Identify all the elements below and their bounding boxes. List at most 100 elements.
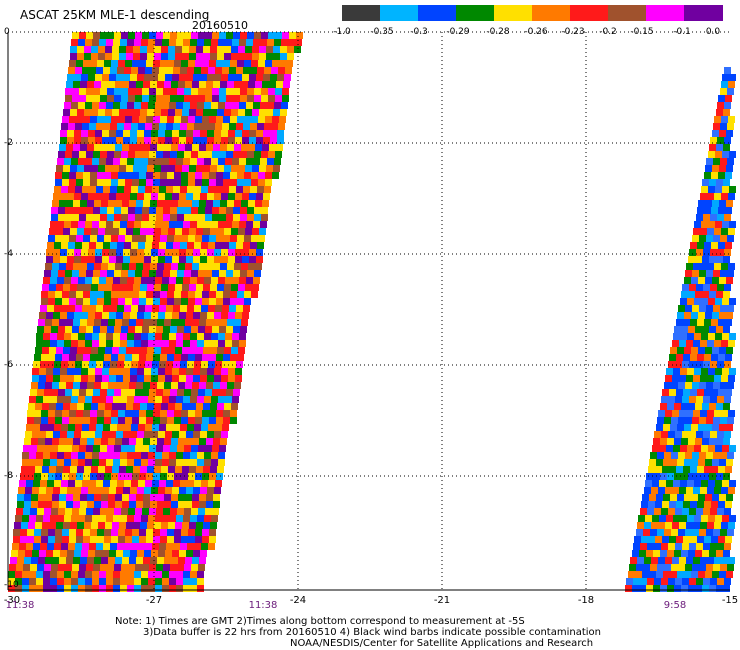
swath-cell xyxy=(667,550,674,557)
swath-cell xyxy=(109,256,116,263)
swath-cell xyxy=(175,403,182,410)
swath-cell xyxy=(683,536,690,543)
swath-cell xyxy=(278,67,285,74)
swath-cell xyxy=(102,487,109,494)
swath-cell xyxy=(153,354,160,361)
swath-cell xyxy=(91,284,98,291)
swath-cell xyxy=(44,445,51,452)
swath-cell xyxy=(197,578,204,585)
swath-cell xyxy=(241,263,248,270)
swath-cell xyxy=(253,277,260,284)
swath-cell xyxy=(82,305,89,312)
swath-cell xyxy=(104,417,111,424)
swath-cell xyxy=(137,137,144,144)
swath-cell xyxy=(696,249,703,256)
swath-cell xyxy=(251,116,258,123)
swath-cell xyxy=(63,228,70,235)
swath-cell xyxy=(233,88,240,95)
swath-cell xyxy=(106,585,113,592)
swath-cell xyxy=(194,424,201,431)
swath-cell xyxy=(53,550,60,557)
swath-cell xyxy=(26,543,33,550)
swath-cell xyxy=(708,333,715,340)
swath-cell xyxy=(209,172,216,179)
swath-cell xyxy=(96,186,103,193)
swath-cell xyxy=(119,403,126,410)
swath-cell xyxy=(242,74,249,81)
swath-cell xyxy=(45,494,52,501)
swath-cell xyxy=(59,200,66,207)
swath-cell xyxy=(226,214,233,221)
swath-cell xyxy=(129,501,136,508)
swath-cell xyxy=(61,186,68,193)
swath-cell xyxy=(40,424,47,431)
swath-cell xyxy=(230,354,237,361)
swath-cell xyxy=(720,382,727,389)
swath-cell xyxy=(84,228,91,235)
swath-cell xyxy=(254,88,261,95)
swath-cell xyxy=(72,326,79,333)
swath-cell xyxy=(105,284,112,291)
swath-cell xyxy=(656,494,663,501)
swath-cell xyxy=(45,557,52,564)
swath-cell xyxy=(116,130,123,137)
swath-cell xyxy=(230,235,237,242)
swath-cell xyxy=(59,438,66,445)
swath-cell xyxy=(115,382,122,389)
swath-cell xyxy=(100,445,107,452)
swath-cell xyxy=(85,39,92,46)
swath-cell xyxy=(110,242,117,249)
swath-cell xyxy=(693,263,700,270)
swath-cell xyxy=(722,151,729,158)
swath-cell xyxy=(693,522,700,529)
swath-cell xyxy=(185,382,192,389)
swath-cell xyxy=(712,277,719,284)
swath-cell xyxy=(76,417,83,424)
swath-cell xyxy=(726,312,733,319)
swath-cell xyxy=(148,578,155,585)
swath-cell xyxy=(159,305,166,312)
swath-cell xyxy=(105,228,112,235)
swath-cell xyxy=(125,536,132,543)
swath-cell xyxy=(698,494,705,501)
swath-cell xyxy=(73,494,80,501)
swath-cell xyxy=(145,186,152,193)
swath-cell xyxy=(84,347,91,354)
swath-cell xyxy=(123,137,130,144)
swath-cell xyxy=(95,256,102,263)
swath-cell xyxy=(118,235,125,242)
swath-cell xyxy=(186,550,193,557)
swath-cell xyxy=(62,354,69,361)
swath-cell xyxy=(726,494,733,501)
swath-cell xyxy=(724,214,731,221)
swath-cell xyxy=(182,109,189,116)
swath-cell xyxy=(113,340,120,347)
swath-cell xyxy=(143,501,150,508)
swath-cell xyxy=(211,452,218,459)
swath-cell xyxy=(199,81,206,88)
swath-cell xyxy=(101,319,108,326)
swath-cell xyxy=(195,116,202,123)
swath-cell xyxy=(78,158,85,165)
swath-cell xyxy=(93,151,100,158)
swath-cell xyxy=(177,389,184,396)
swath-cell xyxy=(244,172,251,179)
swath-cell xyxy=(712,571,719,578)
swath-cell xyxy=(171,263,178,270)
swath-cell xyxy=(113,459,120,466)
swath-cell xyxy=(121,32,128,39)
swath-cell xyxy=(666,515,673,522)
swath-cell xyxy=(120,452,127,459)
swath-cell xyxy=(57,459,64,466)
swath-cell xyxy=(717,508,724,515)
swath-cell xyxy=(224,109,231,116)
swath-cell xyxy=(149,95,156,102)
swath-cell xyxy=(667,438,674,445)
swath-cell xyxy=(202,291,209,298)
swath-cell xyxy=(50,333,57,340)
swath-cell xyxy=(78,39,85,46)
swath-cell xyxy=(99,452,106,459)
swath-cell xyxy=(141,39,148,46)
swath-cell xyxy=(117,424,124,431)
swath-cell xyxy=(41,417,48,424)
